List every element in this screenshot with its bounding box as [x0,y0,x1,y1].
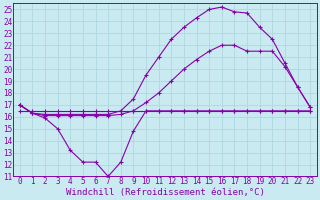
X-axis label: Windchill (Refroidissement éolien,°C): Windchill (Refroidissement éolien,°C) [66,188,264,197]
